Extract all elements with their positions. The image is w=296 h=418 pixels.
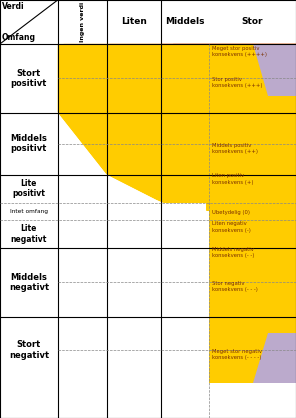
Text: Verdi: Verdi [1,2,24,11]
Text: Stor: Stor [242,18,263,26]
Polygon shape [58,44,209,212]
Text: Stort
positivt: Stort positivt [11,69,47,88]
Polygon shape [253,334,296,383]
Text: Liten: Liten [121,18,147,26]
Polygon shape [58,212,209,383]
Text: Meget stor positiv
konsekvens (++++): Meget stor positiv konsekvens (++++) [212,46,267,57]
Text: Liten negativ
konsekvens (-): Liten negativ konsekvens (-) [212,222,251,232]
Polygon shape [58,44,296,212]
Text: Ubetydelig (0): Ubetydelig (0) [212,211,250,215]
Text: Ingen verdi: Ingen verdi [80,2,85,42]
Polygon shape [223,350,296,383]
Text: Omfang: Omfang [1,33,36,42]
Text: Stor positiv
konsekvens (+++): Stor positiv konsekvens (+++) [212,77,263,88]
Polygon shape [158,44,296,212]
Polygon shape [253,44,296,96]
Text: Intet omfang: Intet omfang [10,209,48,214]
Text: Middels negativ
konsekvens (- -): Middels negativ konsekvens (- -) [212,247,255,258]
Text: Meget stor negativ
konsekvens (- - - -): Meget stor negativ konsekvens (- - - -) [212,349,262,360]
Text: Liten positiv
konsekvens (+): Liten positiv konsekvens (+) [212,173,254,185]
Text: Lite
negativt: Lite negativt [11,224,47,244]
Text: Middels positiv
konsekvens (++): Middels positiv konsekvens (++) [212,143,258,154]
Text: Lite
positivt: Lite positivt [12,179,45,198]
Bar [58,203,206,220]
Polygon shape [58,212,209,336]
Polygon shape [173,44,296,212]
Polygon shape [110,44,296,212]
Text: Middels
negativt: Middels negativt [9,273,49,292]
Text: Middels
positivt: Middels positivt [10,134,47,153]
Text: Stor negativ
konsekvens (- - -): Stor negativ konsekvens (- - -) [212,281,258,292]
Text: Middels: Middels [165,18,205,26]
Bar [58,44,296,383]
Text: Stort
negativt: Stort negativt [9,340,49,359]
Polygon shape [64,44,296,212]
Polygon shape [209,212,296,383]
